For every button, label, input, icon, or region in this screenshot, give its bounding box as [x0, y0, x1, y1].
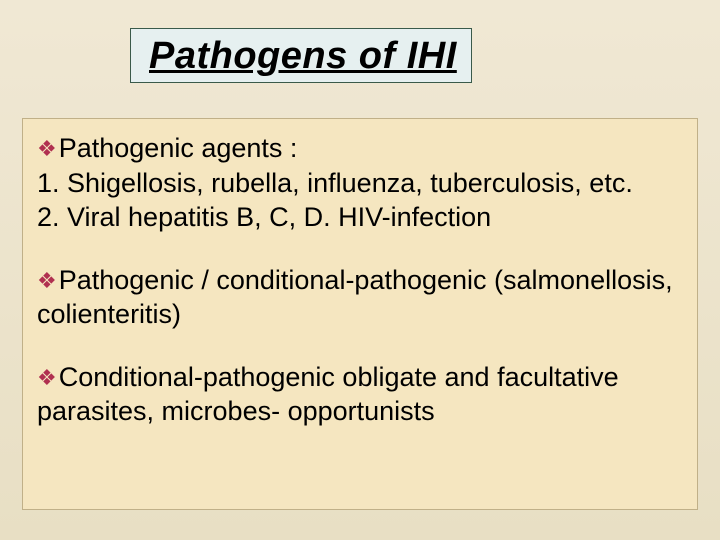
bullet-text: Pathogenic agents :	[59, 133, 298, 163]
diamond-bullet-icon: ❖	[37, 268, 57, 293]
bullet-text: Conditional-pathogenic obligate and facu…	[37, 362, 619, 427]
sub-line: 2. Viral hepatitis B, C, D. HIV-infectio…	[37, 200, 679, 235]
diamond-bullet-icon: ❖	[37, 365, 57, 390]
section-2: ❖Pathogenic / conditional-pathogenic (sa…	[37, 263, 679, 332]
diamond-bullet-icon: ❖	[37, 136, 57, 161]
title-box: Pathogens of IHI	[130, 28, 472, 83]
bullet-line: ❖Pathogenic / conditional-pathogenic (sa…	[37, 263, 679, 332]
section-1: ❖Pathogenic agents : 1. Shigellosis, rub…	[37, 131, 679, 235]
slide-title: Pathogens of IHI	[149, 35, 457, 78]
bullet-line: ❖Pathogenic agents :	[37, 131, 679, 166]
bullet-line: ❖Conditional-pathogenic obligate and fac…	[37, 360, 679, 429]
section-3: ❖Conditional-pathogenic obligate and fac…	[37, 360, 679, 429]
content-box: ❖Pathogenic agents : 1. Shigellosis, rub…	[22, 118, 698, 510]
sub-line: 1. Shigellosis, rubella, influenza, tube…	[37, 166, 679, 201]
bullet-text: Pathogenic / conditional-pathogenic (sal…	[37, 265, 673, 330]
